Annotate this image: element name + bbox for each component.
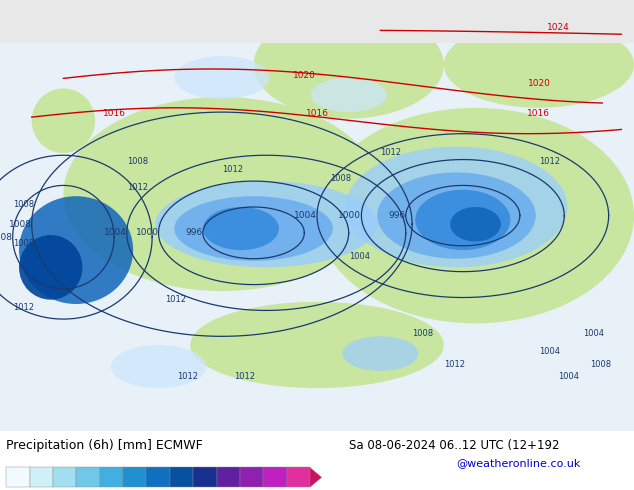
Text: 1004: 1004 <box>349 252 370 261</box>
Text: 1004: 1004 <box>539 346 560 356</box>
Bar <box>77 467 100 487</box>
Ellipse shape <box>19 196 133 304</box>
Bar <box>170 467 193 487</box>
Bar <box>100 467 123 487</box>
Text: 1000: 1000 <box>339 211 361 220</box>
Text: 1004: 1004 <box>294 211 317 220</box>
Ellipse shape <box>311 77 387 112</box>
Text: 1012: 1012 <box>222 166 243 174</box>
Text: Precipitation (6h) [mm] ECMWF: Precipitation (6h) [mm] ECMWF <box>6 439 203 452</box>
Bar <box>30 467 53 487</box>
Ellipse shape <box>63 97 380 291</box>
Ellipse shape <box>174 196 333 261</box>
Ellipse shape <box>415 190 510 250</box>
Polygon shape <box>310 467 321 487</box>
Bar <box>146 467 170 487</box>
Text: 1012: 1012 <box>444 360 465 368</box>
Ellipse shape <box>377 172 536 259</box>
Text: 996: 996 <box>186 228 203 237</box>
Ellipse shape <box>190 302 444 388</box>
Text: 1008: 1008 <box>330 174 351 183</box>
Bar <box>263 467 287 487</box>
Bar <box>6 467 30 487</box>
Text: 1008: 1008 <box>13 239 34 248</box>
Text: 1012: 1012 <box>127 183 148 192</box>
Bar <box>217 467 240 487</box>
Text: 1004: 1004 <box>558 372 579 381</box>
Text: 1008: 1008 <box>590 360 611 368</box>
Text: 1012: 1012 <box>178 372 198 381</box>
Text: @weatheronline.co.uk: @weatheronline.co.uk <box>456 458 581 468</box>
Text: 1020: 1020 <box>527 79 550 88</box>
Ellipse shape <box>450 207 501 242</box>
Text: 1016: 1016 <box>527 109 550 119</box>
Ellipse shape <box>174 56 269 99</box>
Text: 1008: 1008 <box>13 200 34 209</box>
Bar <box>287 467 310 487</box>
Text: 1012: 1012 <box>235 372 256 381</box>
Text: 1012: 1012 <box>380 148 401 157</box>
Ellipse shape <box>254 11 444 119</box>
Text: 1012: 1012 <box>165 295 186 304</box>
Ellipse shape <box>111 345 206 388</box>
Text: 1012: 1012 <box>539 157 560 166</box>
Text: 1004: 1004 <box>583 329 604 338</box>
Text: 1020: 1020 <box>293 71 316 79</box>
Ellipse shape <box>32 88 95 153</box>
Text: 996: 996 <box>389 211 406 220</box>
Text: 1012: 1012 <box>13 303 34 313</box>
Text: 1008: 1008 <box>127 157 148 166</box>
Ellipse shape <box>342 336 418 371</box>
Ellipse shape <box>444 22 634 108</box>
Text: Sa 08-06-2024 06..12 UTC (12+192: Sa 08-06-2024 06..12 UTC (12+192 <box>349 439 559 452</box>
Bar <box>193 467 217 487</box>
Bar <box>0 0 634 43</box>
Bar <box>240 467 263 487</box>
Text: 1004: 1004 <box>104 228 127 237</box>
Text: 1008: 1008 <box>0 233 13 242</box>
Ellipse shape <box>19 235 82 300</box>
Text: 1000: 1000 <box>136 228 158 237</box>
Bar <box>53 467 77 487</box>
Text: 1016: 1016 <box>306 109 328 119</box>
Ellipse shape <box>203 207 279 250</box>
Text: 1008: 1008 <box>412 329 433 338</box>
Text: 1016: 1016 <box>103 109 126 119</box>
Ellipse shape <box>317 108 634 323</box>
Ellipse shape <box>346 147 567 268</box>
Text: 1008: 1008 <box>9 220 32 229</box>
Text: 1024: 1024 <box>547 23 569 32</box>
Bar <box>123 467 146 487</box>
Ellipse shape <box>155 181 377 268</box>
